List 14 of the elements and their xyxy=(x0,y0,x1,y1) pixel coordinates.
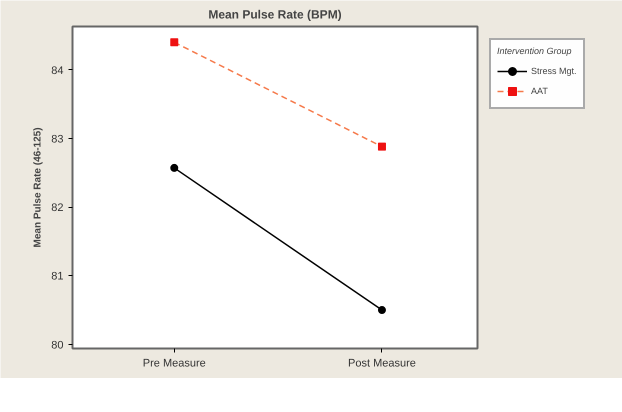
y-tick-label: 83 xyxy=(51,133,64,146)
y-axis-title: Mean Pulse Rate (46-125) xyxy=(32,127,44,248)
y-tick-label: 81 xyxy=(51,270,64,283)
point xyxy=(170,164,178,172)
point xyxy=(378,306,386,314)
legend-label: AAT xyxy=(531,86,549,96)
y-tick-label: 84 xyxy=(51,64,64,77)
legend-label: Stress Mgt. xyxy=(531,66,577,76)
x-tick-label: Pre Measure xyxy=(142,358,206,370)
x-tick-label: Post Measure xyxy=(348,358,416,370)
y-tick-label: 80 xyxy=(51,339,64,352)
legend-title: Intervention Group xyxy=(497,46,573,56)
chart-title: Mean Pulse Rate (BPM) xyxy=(208,8,342,22)
y-tick-label: 82 xyxy=(51,202,64,214)
